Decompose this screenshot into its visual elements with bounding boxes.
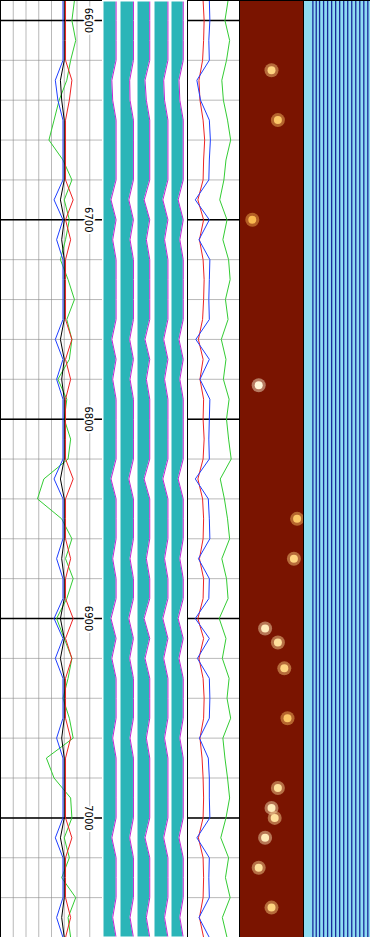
svg-text:6600: 6600 [83,8,94,33]
svg-text:6900: 6900 [83,606,94,631]
svg-text:6800: 6800 [83,406,94,431]
svg-text:7000: 7000 [83,805,94,830]
svg-text:6700: 6700 [83,207,94,232]
